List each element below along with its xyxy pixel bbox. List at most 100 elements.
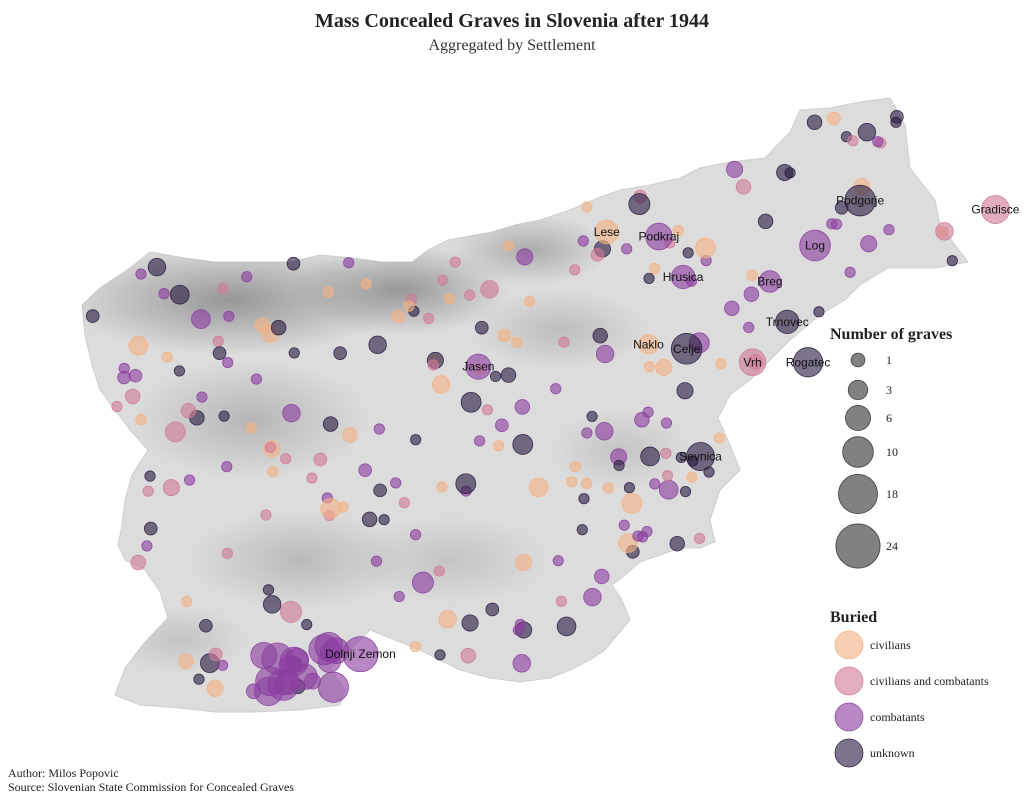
settlement-label: Gradisce: [971, 203, 1019, 217]
settlement-label: Vrh: [743, 355, 761, 369]
grave-point: [161, 351, 173, 363]
grave-point: [490, 370, 502, 383]
grave-point: [713, 432, 725, 444]
grave-point: [173, 365, 185, 377]
grave-point: [500, 367, 517, 383]
grave-point: [726, 160, 744, 178]
grave-point: [883, 224, 895, 236]
grave-point: [641, 525, 653, 538]
grave-point: [135, 413, 147, 426]
grave-point: [373, 423, 385, 435]
color-legend-swatch: [834, 630, 864, 660]
settlement-point: [594, 219, 619, 245]
grave-point: [628, 193, 651, 216]
grave-point: [844, 266, 856, 278]
grave-point: [438, 610, 457, 629]
grave-point: [455, 473, 477, 495]
grave-point: [208, 647, 223, 662]
grave-point: [360, 278, 372, 290]
settlement-label: Hrusica: [663, 270, 704, 284]
color-legend-title: Buried: [830, 609, 877, 626]
size-legend-label: 24: [886, 539, 898, 553]
map-subtitle: Aggregated by Settlement: [428, 37, 596, 54]
grave-point: [847, 135, 859, 147]
grave-point: [178, 653, 194, 670]
size-legend-circle: [835, 523, 881, 569]
grave-point: [576, 524, 588, 536]
grave-point: [333, 346, 347, 360]
grave-point: [676, 382, 694, 400]
grave-point: [169, 284, 190, 305]
grave-point: [337, 501, 349, 513]
grave-point: [715, 358, 727, 370]
settlement-point: [686, 442, 715, 471]
grave-point: [735, 179, 752, 195]
grave-point: [212, 335, 224, 347]
grave-point: [694, 237, 716, 259]
grave-point: [502, 240, 514, 252]
settlement-point: [645, 222, 673, 251]
grave-point: [660, 417, 673, 429]
grave-point: [595, 422, 614, 441]
grave-point: [694, 532, 706, 545]
grave-point: [241, 271, 253, 283]
grave-point: [672, 224, 684, 237]
grave-point: [528, 477, 549, 498]
grave-point: [890, 116, 902, 128]
grave-point: [493, 440, 505, 452]
grave-point: [642, 406, 654, 418]
grave-point: [460, 391, 482, 413]
grave-point: [860, 235, 878, 253]
grave-point: [147, 257, 167, 277]
grave-point: [613, 459, 625, 472]
grave-point: [449, 256, 461, 268]
grave-point: [322, 286, 335, 298]
grave-point: [655, 359, 673, 377]
grave-point: [640, 446, 660, 467]
grave-point: [206, 679, 224, 697]
settlement-label: Celje: [673, 342, 701, 356]
grave-point: [393, 590, 405, 603]
size-legend-circle: [845, 405, 871, 431]
grave-point: [643, 272, 655, 285]
grave-point: [423, 312, 435, 324]
grave-point: [128, 368, 143, 383]
settlement-point: [342, 636, 379, 673]
size-legend-circle: [838, 474, 878, 514]
grave-point: [288, 347, 300, 359]
grave-point: [623, 482, 635, 494]
grave-point: [524, 295, 536, 307]
grave-point: [212, 346, 227, 360]
grave-point: [322, 416, 339, 432]
settlement-label: Trnovec: [766, 315, 809, 329]
settlement-point: [671, 264, 696, 290]
size-legend-label: 6: [886, 411, 892, 425]
settlement-label: Naklo: [633, 337, 664, 351]
grave-point: [558, 336, 570, 348]
color-legend-label: unknown: [870, 746, 915, 760]
grave-point: [361, 511, 378, 528]
grave-point: [222, 357, 234, 369]
size-legend-circle: [842, 436, 874, 468]
settlement-point: [670, 333, 703, 365]
grave-point: [857, 123, 877, 142]
grave-point: [806, 114, 823, 131]
grave-point: [411, 571, 434, 594]
grave-point: [184, 474, 196, 486]
size-legend-title: Number of graves: [830, 326, 952, 343]
color-legend: Buried civilians civilians and combatants…: [830, 609, 989, 768]
settlement-point: [758, 270, 782, 293]
grave-point: [434, 649, 446, 661]
grave-point: [461, 614, 479, 632]
grave-point: [141, 540, 153, 552]
grave-point: [515, 553, 533, 571]
grave-point: [390, 477, 402, 489]
grave-point: [514, 399, 531, 415]
grave-point: [464, 289, 476, 301]
grave-point: [409, 640, 421, 653]
grave-point: [118, 362, 130, 374]
grave-point: [196, 391, 208, 403]
settlement-label: Breg: [757, 274, 782, 288]
grave-point: [669, 535, 685, 552]
